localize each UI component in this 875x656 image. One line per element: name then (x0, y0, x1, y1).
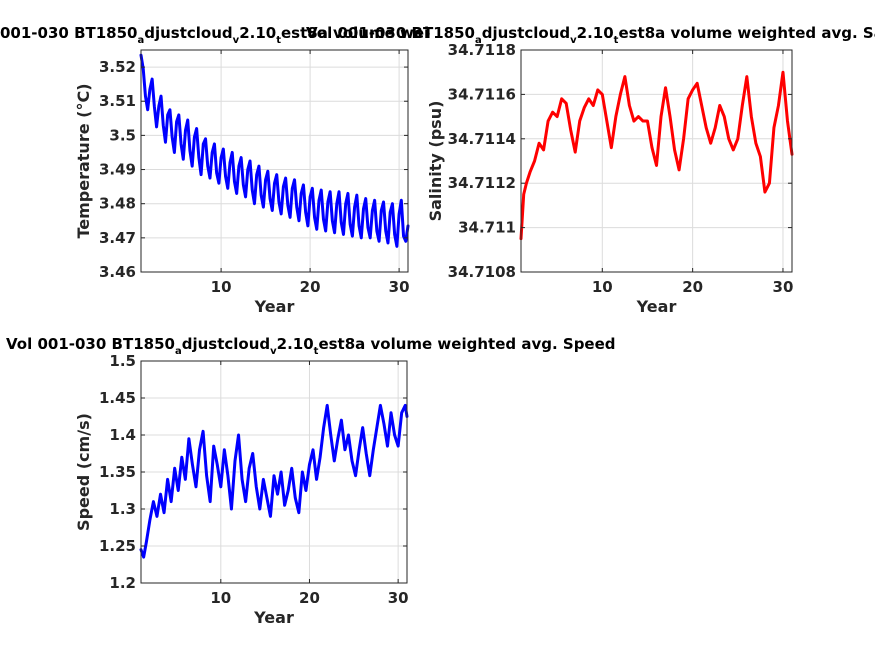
salinity-ytick-label: 34.7112 (448, 174, 516, 192)
temperature-title-part: v (233, 35, 240, 46)
salinity-axes-frame (520, 49, 793, 273)
speed-ytick-label: 1.45 (99, 389, 136, 407)
temperature-xtick-label: 10 (211, 278, 232, 296)
temperature-axes-frame (140, 49, 409, 273)
temperature-title-part: 001-030 BT1850 (0, 24, 137, 42)
salinity-title-part: 2.10 (577, 24, 614, 42)
speed-ytick-label: 1.25 (99, 537, 136, 555)
temperature-ytick-label: 3.51 (99, 92, 136, 110)
speed-title-text: Vol 001-030 BT1850adjustcloudv2.10test8a… (6, 335, 616, 357)
speed-ytick-label: 1.4 (109, 426, 136, 444)
speed-xtick-label: 10 (210, 589, 231, 607)
salinity-title-part: t (614, 35, 619, 46)
speed-ytick-label: 1.5 (109, 352, 136, 370)
salinity-title-part: Vol 001-030 BT1850 (306, 24, 475, 42)
temperature-ytick-label: 3.5 (109, 126, 136, 144)
salinity-ytick-label: 34.711 (458, 219, 516, 237)
salinity-ytick-label: 34.7114 (448, 130, 516, 148)
temperature-ytick-label: 3.52 (99, 58, 136, 76)
temperature-title-part: djustcloud (144, 24, 232, 42)
speed-xtick-label: 30 (388, 589, 409, 607)
temperature-title-part: 2.10 (239, 24, 276, 42)
salinity-chart: 10 20 30 34.7108 34.711 34.7112 34.7114 34.7116… (306, 24, 875, 316)
speed-title-part: djustcloud (182, 335, 270, 353)
temperature-yaxis-label: Temperature (°C) (74, 83, 93, 238)
salinity-xtick-label: 20 (682, 278, 703, 296)
speed-xtick-label: 20 (299, 589, 320, 607)
temperature-title-text: 001-030 BT1850adjustcloudv2.10test8a vol… (0, 24, 633, 46)
salinity-title-part: v (570, 35, 577, 46)
salinity-series-line (519, 70, 794, 241)
temperature-ytick-label: 3.47 (99, 229, 136, 247)
temperature-title-part: a (137, 35, 144, 46)
temperature-title: 001-030 BT1850adjustcloudv2.10test8a vol… (0, 24, 633, 46)
salinity-xaxis-label: Year (636, 297, 677, 316)
salinity-ytick-label: 34.7118 (448, 41, 516, 59)
speed-ytick-label: 1.3 (109, 500, 136, 518)
speed-title-part: 2.10 (277, 335, 314, 353)
salinity-title-part: est8a volume weighted avg. Salinity (618, 24, 875, 42)
salinity-title-part: a (475, 35, 482, 46)
speed-title-part: Vol 001-030 BT1850 (6, 335, 175, 353)
temperature-xtick-label: 20 (300, 278, 321, 296)
speed-title: Vol 001-030 BT1850adjustcloudv2.10test8a… (6, 335, 616, 357)
temperature-chart: 10 20 30 3.46 3.47 3.48 3.49 3.5 3.51 3.52 Year Tem… (0, 24, 633, 316)
speed-title-part: est8a volume weighted avg. Speed (318, 335, 615, 353)
speed-ytick-label: 1.2 (109, 574, 136, 592)
speed-series-line (139, 403, 409, 559)
speed-title-part: a (175, 346, 182, 357)
salinity-xtick-label: 30 (773, 278, 794, 296)
speed-ytick-label: 1.35 (99, 463, 136, 481)
salinity-title: Vol 001-030 BT1850adjustcloudv2.10test8a… (306, 24, 875, 46)
temperature-title-part: t (276, 35, 281, 46)
salinity-yaxis-label: Salinity (psu) (426, 101, 445, 222)
temperature-ytick-label: 3.46 (99, 263, 136, 281)
temperature-series-line (139, 53, 410, 248)
speed-title-part: v (270, 346, 277, 357)
temperature-xtick-label: 30 (389, 278, 410, 296)
salinity-xtick-label: 10 (592, 278, 613, 296)
salinity-ytick-label: 34.7108 (448, 263, 516, 281)
speed-yaxis-label: Speed (cm/s) (74, 413, 93, 531)
temperature-ytick-label: 3.49 (99, 161, 136, 179)
salinity-title-text: Vol 001-030 BT1850adjustcloudv2.10test8a… (306, 24, 875, 46)
salinity-ytick-label: 34.7116 (448, 85, 516, 103)
salinity-title-part: djustcloud (482, 24, 570, 42)
speed-title-part: t (314, 346, 319, 357)
temperature-title-part: est8a volume weighted avg. Temperature (281, 24, 633, 42)
temperature-ytick-label: 3.48 (99, 195, 136, 213)
temperature-xaxis-label: Year (254, 297, 295, 316)
speed-chart: 10 20 30 1.2 1.25 1.3 1.35 1.4 1.45 1.5 Year Speed … (6, 335, 616, 627)
speed-xaxis-label: Year (253, 608, 294, 627)
